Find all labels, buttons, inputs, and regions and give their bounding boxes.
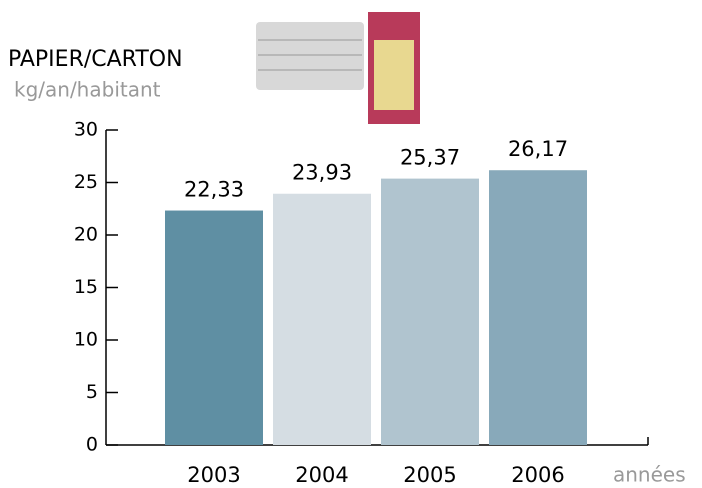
chart-title: PAPIER/CARTON	[8, 47, 183, 72]
y-axis-label: kg/an/habitant	[14, 78, 161, 102]
y-tick-label: 25	[74, 171, 98, 193]
y-tick-label: 30	[74, 119, 98, 141]
y-tick-label: 15	[74, 276, 98, 298]
value-label: 23,93	[292, 161, 352, 185]
y-tick-label: 0	[86, 434, 98, 456]
bar	[273, 193, 371, 445]
x-tick-label: 2005	[403, 463, 456, 487]
value-label: 25,37	[400, 146, 460, 170]
x-tick-label: 2006	[511, 463, 564, 487]
bar	[165, 210, 263, 445]
x-axis-label: années	[613, 463, 686, 487]
y-tick-label: 20	[74, 224, 98, 246]
x-tick-label: 2004	[295, 463, 348, 487]
x-tick-label: 2003	[187, 463, 240, 487]
value-label: 26,17	[508, 137, 568, 161]
bar	[489, 170, 587, 445]
y-tick-label: 10	[74, 329, 98, 351]
y-tick-label: 5	[86, 381, 98, 403]
illustration	[256, 12, 420, 124]
value-label: 22,33	[184, 178, 244, 202]
bar	[381, 178, 479, 446]
